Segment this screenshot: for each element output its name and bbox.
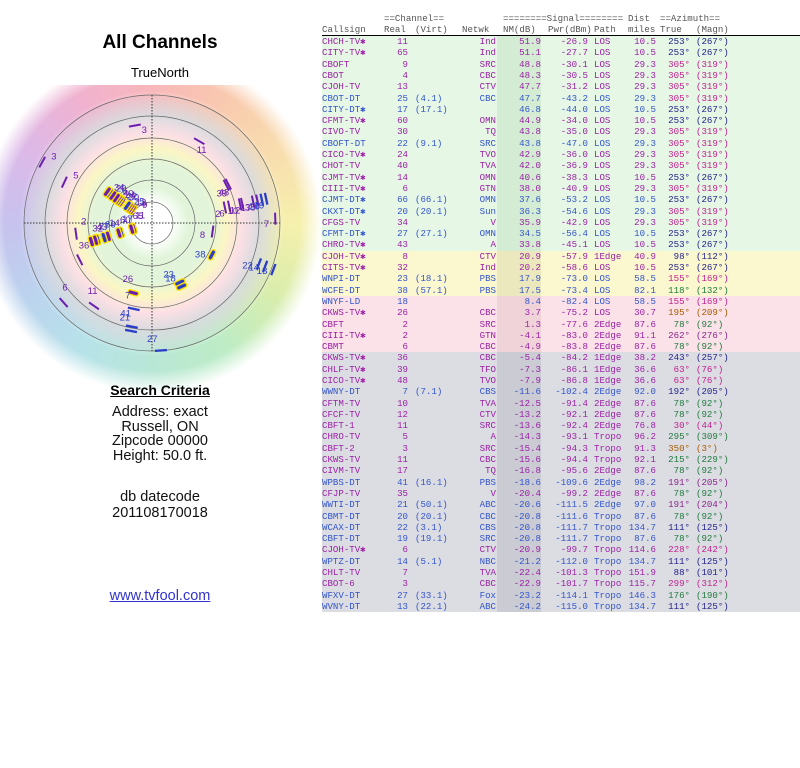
svg-text:34: 34 (114, 182, 125, 193)
svg-text:48: 48 (219, 187, 230, 198)
svg-text:12: 12 (230, 206, 241, 217)
svg-text:60: 60 (120, 215, 131, 226)
svg-text:13: 13 (257, 266, 268, 277)
svg-text:11: 11 (88, 286, 98, 297)
svg-text:6: 6 (219, 208, 224, 219)
svg-text:18: 18 (165, 274, 176, 285)
svg-text:5: 5 (73, 171, 78, 182)
svg-text:8: 8 (200, 230, 205, 241)
svg-text:36: 36 (79, 241, 90, 252)
svg-text:19: 19 (254, 200, 265, 211)
svg-text:7: 7 (264, 219, 269, 230)
svg-text:38: 38 (195, 250, 206, 261)
svg-text:26: 26 (123, 274, 134, 285)
svg-text:27: 27 (147, 334, 158, 345)
svg-text:3: 3 (51, 151, 56, 162)
svg-text:11: 11 (197, 145, 207, 156)
svg-text:7: 7 (125, 290, 130, 301)
svg-text:21: 21 (120, 313, 131, 324)
svg-text:32: 32 (92, 223, 103, 234)
svg-text:6: 6 (62, 283, 67, 294)
svg-text:3: 3 (142, 125, 147, 136)
svg-text:2: 2 (81, 217, 86, 228)
